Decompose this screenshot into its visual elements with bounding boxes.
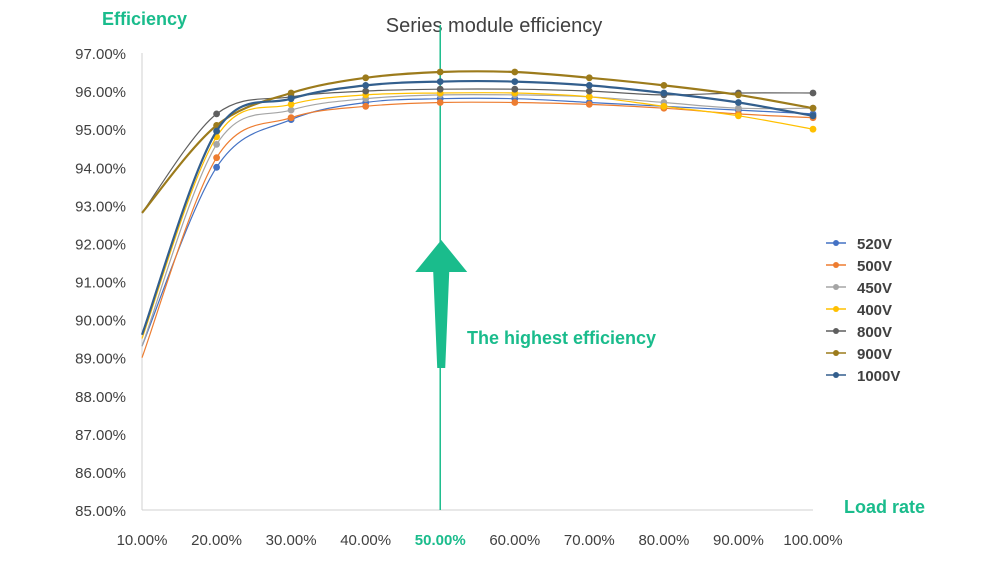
- legend-item: 900V: [826, 346, 892, 363]
- data-point-900v: [362, 74, 370, 82]
- legend-marker: [833, 284, 839, 290]
- x-tick-label: 80.00%: [638, 532, 689, 549]
- data-point-800v: [362, 87, 370, 95]
- y-tick-label: 93.00%: [75, 198, 126, 215]
- data-point-400v: [585, 93, 593, 101]
- series-line-520v: [141, 97, 814, 347]
- annotation-text: The highest efficiency: [467, 328, 656, 348]
- y-tick-label: 87.00%: [75, 427, 126, 444]
- data-point-500v: [213, 154, 221, 162]
- series-line-450v: [141, 93, 814, 347]
- data-point-400v: [660, 102, 668, 110]
- data-point-1000v: [735, 99, 742, 106]
- legend-marker: [833, 328, 839, 334]
- up-arrow-icon: [415, 240, 468, 368]
- y-tick-label: 85.00%: [75, 503, 126, 520]
- data-point-450v: [735, 104, 742, 112]
- legend-item: 800V: [826, 324, 892, 341]
- series-line-500v: [141, 101, 814, 358]
- data-point-450v: [213, 141, 221, 148]
- data-point-500v: [585, 101, 593, 108]
- x-axis-label: Load rate: [844, 497, 925, 517]
- series-line-800v: [141, 88, 814, 214]
- legend-item: 400V: [826, 302, 892, 319]
- data-point-1000v: [287, 95, 295, 103]
- legend-label: 520V: [857, 236, 892, 253]
- data-point-450v: [287, 106, 295, 114]
- y-tick-label: 92.00%: [75, 236, 126, 253]
- chart-title: Series module efficiency: [386, 15, 602, 37]
- legend-label: 450V: [857, 280, 892, 297]
- y-tick-label: 96.00%: [75, 84, 126, 101]
- data-point-900v: [809, 104, 817, 112]
- data-point-1000v: [213, 127, 221, 135]
- x-tick-label: 90.00%: [713, 532, 764, 549]
- y-tick-label: 86.00%: [75, 465, 126, 482]
- legend-item: 500V: [826, 258, 892, 275]
- y-axis-label: Efficiency: [102, 9, 187, 29]
- data-point-900v: [735, 91, 742, 99]
- data-point-900v: [436, 68, 444, 76]
- y-tick-label: 89.00%: [75, 351, 126, 368]
- x-tick-label: 10.00%: [117, 532, 168, 549]
- legend-item: 450V: [826, 280, 892, 297]
- data-point-1000v: [511, 78, 519, 85]
- legend-marker: [833, 306, 839, 312]
- data-point-500v: [287, 114, 295, 122]
- data-point-1000v: [809, 112, 817, 120]
- x-tick-label: 40.00%: [340, 532, 391, 549]
- legend-marker: [833, 240, 839, 246]
- x-tick-label: 20.00%: [191, 532, 242, 549]
- data-point-900v: [660, 82, 668, 89]
- x-tick-label-highlight: 50.00%: [415, 532, 466, 549]
- legend-label: 500V: [857, 258, 892, 275]
- data-point-1000v: [660, 89, 668, 97]
- data-point-800v: [436, 85, 444, 93]
- legend-label: 1000V: [857, 368, 900, 385]
- data-point-800v: [585, 87, 593, 95]
- data-point-1000v: [436, 78, 444, 85]
- legend-marker: [833, 372, 839, 378]
- legend: 520V 500V 450V 400V 800V 900V 1000V: [826, 236, 900, 385]
- y-tick-label: 97.00%: [75, 46, 126, 63]
- y-tick-label: 90.00%: [75, 313, 126, 330]
- y-tick-label: 88.00%: [75, 389, 126, 406]
- data-point-900v: [585, 74, 593, 82]
- legend-label: 800V: [857, 324, 892, 341]
- y-tick-label: 95.00%: [75, 122, 126, 139]
- data-point-400v: [287, 101, 295, 108]
- y-tick-label: 91.00%: [75, 275, 126, 292]
- x-tick-label: 30.00%: [266, 532, 317, 549]
- x-tick-label: 70.00%: [564, 532, 615, 549]
- data-point-900v: [511, 68, 519, 76]
- series-group: [140, 68, 817, 358]
- legend-marker: [833, 350, 839, 356]
- legend-item: 1000V: [826, 368, 900, 385]
- data-point-400v: [809, 125, 817, 133]
- data-point-800v: [511, 85, 519, 93]
- data-point-500v: [511, 99, 519, 106]
- data-point-400v: [735, 112, 742, 120]
- x-tick-label: 60.00%: [489, 532, 540, 549]
- axes: 97.00% 96.00% 95.00% 94.00% 93.00% 92.00% 91.0…: [75, 46, 842, 549]
- legend-label: 900V: [857, 346, 892, 363]
- data-point-800v: [809, 89, 817, 97]
- data-point-500v: [436, 99, 444, 106]
- data-point-900v: [287, 89, 295, 97]
- legend-label: 400V: [857, 302, 892, 319]
- data-point-520v: [213, 163, 221, 171]
- series-line-400v: [141, 92, 814, 339]
- legend-marker: [833, 262, 839, 268]
- data-point-1000v: [585, 82, 593, 89]
- data-point-1000v: [362, 82, 370, 89]
- x-tick-label: 100.00%: [783, 532, 842, 549]
- y-tick-label: 94.00%: [75, 160, 126, 177]
- series-line-900v: [141, 70, 814, 214]
- legend-item: 520V: [826, 236, 892, 253]
- data-point-500v: [362, 102, 370, 110]
- data-point-800v: [213, 110, 221, 118]
